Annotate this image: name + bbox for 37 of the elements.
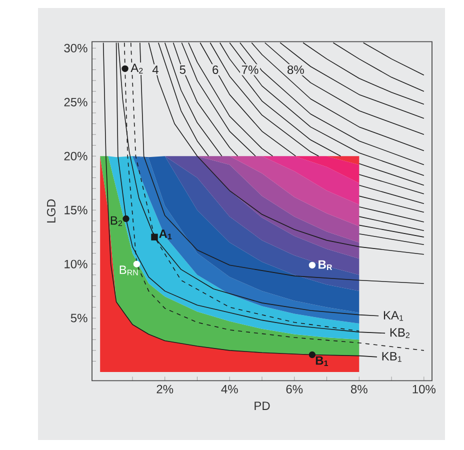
point — [151, 234, 158, 240]
x-tick-label: 6% — [286, 384, 303, 394]
y-tick-label: 5% — [70, 314, 88, 322]
line-series — [280, 42, 424, 119]
series-label: KB$_{2}$ — [390, 328, 410, 338]
series-label: KA$_{1}$ — [384, 311, 404, 321]
x-axis-title: PD — [254, 402, 270, 410]
y-tick-label: 25% — [64, 98, 88, 106]
point — [122, 215, 130, 222]
annotation: 8% — [288, 65, 304, 74]
y-tick-label: 30% — [64, 44, 88, 52]
x-tick-label: 8% — [351, 384, 368, 394]
point — [308, 262, 316, 268]
annotation: 6 — [212, 65, 218, 74]
annotation: 5 — [180, 66, 186, 74]
line-series — [332, 42, 424, 92]
series-label: KB$_{1}$ — [382, 352, 402, 362]
x-tick-label: 4% — [221, 384, 238, 394]
point — [308, 351, 316, 358]
x-tick-label: 10% — [412, 384, 436, 394]
y-axis-title: LGD — [46, 199, 56, 223]
y-tick-label: 15% — [64, 206, 88, 214]
annotation: 7% — [242, 66, 258, 74]
annotation: 4 — [152, 66, 158, 74]
line-series — [264, 42, 424, 135]
series-label: B$_{2}$ — [110, 216, 122, 226]
line-series — [302, 42, 424, 105]
point — [122, 65, 128, 72]
series-label: B$_{R}$ — [318, 260, 332, 270]
y-tick-label: 10% — [64, 260, 88, 268]
series-label: B$_{1}$ — [316, 356, 328, 366]
series-label: A$_{1}$ — [159, 230, 172, 240]
x-tick-label: 2% — [156, 384, 174, 394]
y-tick-label: 20% — [64, 152, 88, 160]
point — [133, 260, 140, 268]
series-label: B$_{RN}$ — [120, 266, 138, 276]
series-label: A$_{2}$ — [130, 64, 143, 74]
